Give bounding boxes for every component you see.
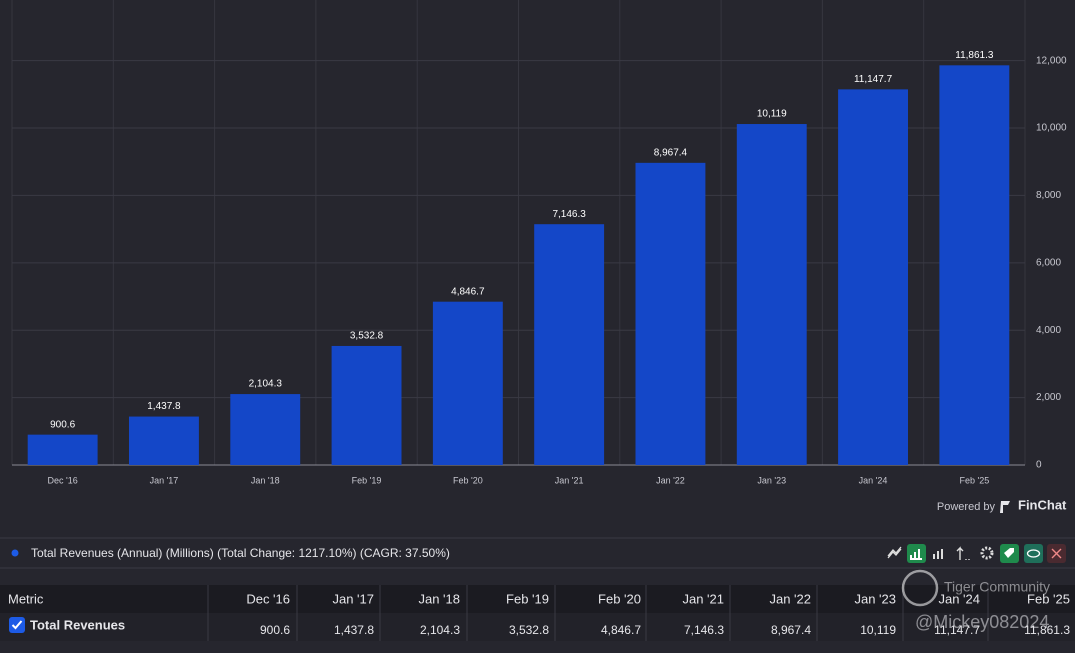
table-cell: 2,104.3	[420, 623, 460, 637]
stack-icon[interactable]	[933, 549, 943, 559]
table-metric-header: Metric	[8, 591, 44, 606]
settings-icon[interactable]	[980, 546, 994, 560]
line-icon[interactable]	[887, 546, 902, 559]
close-glyph	[1051, 548, 1062, 559]
tag-glyph	[1004, 548, 1014, 558]
watermark-site: Tiger Community	[944, 579, 1050, 595]
x-tick-label: Jan '17	[150, 475, 179, 485]
bar	[129, 416, 199, 465]
check-glyph	[11, 620, 23, 630]
bar	[736, 124, 807, 466]
table-cell: 10,119	[860, 623, 896, 637]
y-tick-label: 8,000	[1036, 190, 1061, 201]
table-header-cell: Feb '25	[1027, 591, 1070, 606]
table-cell: 8,967.4	[771, 623, 811, 637]
table-header-cell: Feb '20	[598, 591, 641, 606]
watermark: Tiger Community @Mickey082024	[901, 569, 1050, 632]
value-label: 4,846.7	[451, 286, 485, 297]
x-tick-label: Dec '16	[48, 475, 78, 485]
table-cell: 1,437.8	[334, 623, 374, 637]
table-header-cell: Jan '18	[418, 591, 460, 606]
sort-icon[interactable]	[956, 546, 970, 560]
table-cell: 3,532.8	[509, 623, 549, 637]
y-tick-label: 12,000	[1036, 55, 1067, 66]
bar	[27, 434, 98, 465]
bar-glyph	[910, 549, 922, 560]
table-cell: 4,846.7	[601, 623, 641, 637]
value-label: 1,437.8	[147, 401, 181, 412]
y-tick-label: 2,000	[1036, 392, 1061, 403]
bar	[230, 394, 301, 465]
bar	[838, 89, 908, 466]
value-label: 7,146.3	[552, 209, 586, 220]
bar	[534, 224, 605, 465]
watermark-user: @Mickey082024	[915, 612, 1049, 632]
value-label: 11,861.3	[955, 50, 994, 61]
table-header-cell: Feb '19	[506, 591, 549, 606]
legend-dot	[11, 549, 19, 557]
x-tick-label: Jan '21	[555, 475, 584, 485]
value-label: 8,967.4	[654, 147, 688, 158]
table-cell: 900.6	[260, 623, 290, 637]
legend-text[interactable]: Total Revenues (Annual) (Millions) (Tota…	[31, 546, 450, 560]
x-tick-label: Feb '25	[959, 475, 989, 485]
bar	[939, 65, 1010, 466]
y-tick-label: 10,000	[1036, 123, 1067, 134]
bar	[635, 162, 706, 465]
value-label: 2,104.3	[249, 379, 283, 390]
value-label: 10,119	[757, 109, 787, 120]
x-tick-label: Feb '20	[453, 475, 483, 485]
powered-by: Powered by	[937, 501, 996, 513]
watermark-logo	[901, 569, 939, 607]
x-tick-label: Jan '23	[757, 475, 786, 485]
eye-glyph	[1026, 549, 1041, 558]
table-header-cell: Jan '21	[682, 591, 724, 606]
table-header-cell: Jan '24	[938, 591, 980, 606]
x-tick-label: Jan '22	[656, 475, 685, 485]
table-header-cell: Jan '17	[332, 591, 374, 606]
bar	[432, 301, 503, 465]
table-header-cell: Jan '22	[769, 591, 811, 606]
bar	[331, 345, 402, 465]
table-cell: 7,146.3	[684, 623, 724, 637]
table-row	[0, 613, 1075, 641]
table-cell: 11,861.3	[1024, 623, 1070, 637]
table-header-cell: Jan '23	[854, 591, 896, 606]
table-header-cell: Dec '16	[246, 591, 290, 606]
table-row-name: Total Revenues	[30, 617, 125, 632]
y-tick-label: 0	[1036, 460, 1042, 471]
value-label: 11,147.7	[854, 74, 893, 85]
table-header	[0, 585, 1075, 613]
value-label: 900.6	[50, 419, 75, 430]
brand: FinChat	[1018, 497, 1067, 512]
brand-logo	[1000, 501, 1010, 513]
x-tick-label: Feb '19	[352, 475, 382, 485]
x-tick-label: Jan '18	[251, 475, 280, 485]
bar-icon[interactable]	[907, 544, 926, 563]
table-cell: 11,147.7	[934, 623, 980, 637]
value-label: 3,532.8	[350, 331, 384, 342]
x-tick-label: Jan '24	[859, 475, 888, 485]
y-tick-label: 4,000	[1036, 325, 1061, 336]
eye-icon[interactable]	[1024, 544, 1043, 563]
toolbar	[887, 544, 1066, 563]
y-tick-label: 6,000	[1036, 257, 1061, 268]
